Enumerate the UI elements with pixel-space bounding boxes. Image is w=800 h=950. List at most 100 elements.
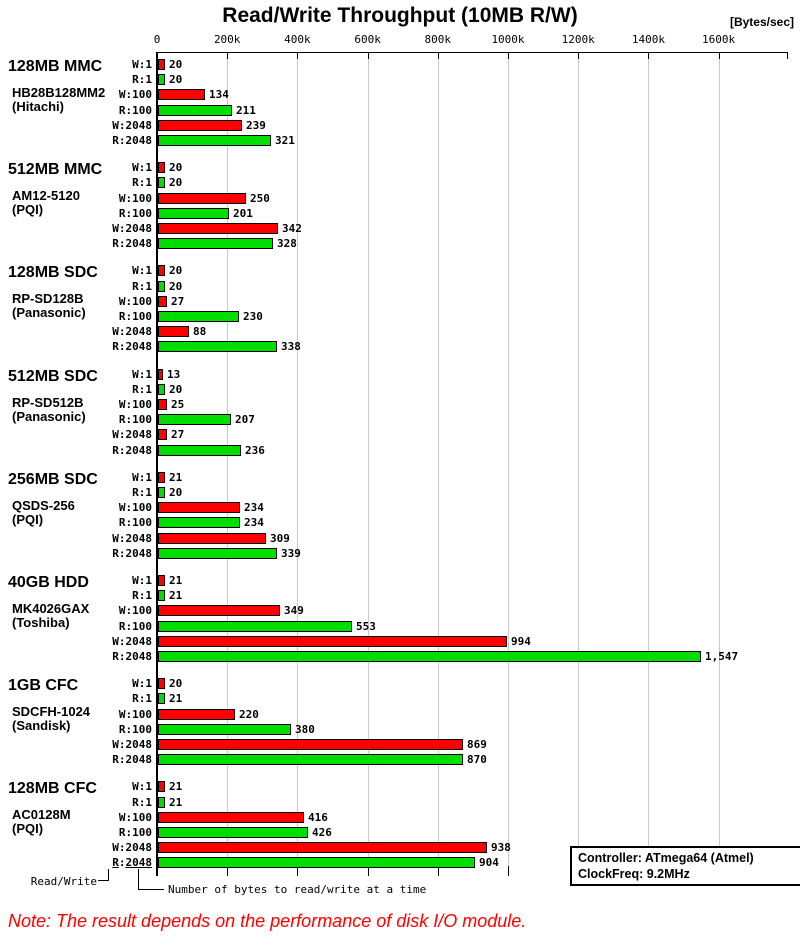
group-model-label: SDCFH-1024 (12, 704, 91, 720)
bar-category-label: R:2048 (112, 237, 152, 251)
group-maker-label: (Panasonic) (12, 305, 86, 321)
throughput-bar-write (158, 399, 167, 410)
bar-category-label: R:2048 (112, 753, 152, 767)
bar-category-label: R:1 (132, 692, 152, 706)
bar-value-label: 20 (169, 677, 183, 691)
throughput-bar-read (158, 311, 239, 322)
throughput-bar-read (158, 517, 240, 529)
x-tick-mark (437, 866, 439, 876)
bar-category-label: R:1 (132, 279, 152, 293)
x-tick-mark (227, 866, 229, 876)
bar-value-label: 994 (511, 634, 531, 648)
throughput-bar-read (158, 547, 277, 559)
bar-value-label: 21 (169, 780, 183, 794)
throughput-bar-write (158, 811, 304, 823)
bar-value-label: 201 (233, 206, 253, 220)
bar-category-label: R:1 (132, 73, 152, 87)
bar-category-label: R:1 (132, 176, 152, 190)
bar-category-label: W:2048 (112, 222, 152, 235)
x-tick-label: 200k (213, 33, 241, 46)
throughput-bar-write (158, 739, 463, 750)
bar-value-label: 1,547 (705, 650, 739, 663)
bar-category-label: R:2048 (112, 340, 152, 354)
bar-value-label: 870 (467, 753, 487, 767)
throughput-bar-read (158, 74, 165, 86)
throughput-bar-read (158, 238, 273, 250)
bar-value-label: 27 (171, 428, 185, 442)
bar-value-label: 234 (244, 501, 264, 515)
bar-category-label: R:100 (118, 310, 152, 323)
bar-value-label: 211 (236, 103, 256, 117)
bar-value-label: 239 (246, 118, 266, 132)
bar-value-label: 380 (295, 722, 315, 736)
group-device-label: 128MB MMC (8, 58, 103, 75)
group-device-label: 1GB CFC (8, 677, 79, 695)
bar-value-label: 553 (356, 619, 376, 633)
x-tick-mark (367, 866, 369, 876)
gridline (297, 52, 299, 869)
throughput-bar-write (158, 59, 165, 70)
throughput-bar-read (158, 827, 308, 838)
x-tick-mark (718, 52, 720, 59)
legend-read-write-label: Read/Write (30, 875, 97, 888)
group-device-label: 128MB CFC (8, 780, 97, 798)
throughput-bar-write (158, 223, 278, 234)
throughput-bar-read (158, 723, 291, 735)
gridline (367, 52, 369, 869)
gridline (508, 52, 509, 869)
bar-category-label: R:100 (118, 413, 152, 427)
bar-value-label: 328 (277, 237, 297, 251)
legend-connector-line (108, 869, 109, 881)
bar-value-label: 339 (281, 546, 301, 560)
bar-category-label: R:2048 (112, 856, 152, 870)
bar-category-label: R:2048 (112, 443, 152, 457)
bar-category-label: R:100 (118, 516, 152, 530)
legend-connector-line (138, 869, 139, 890)
y-axis-line (156, 52, 158, 876)
bar-value-label: 342 (282, 222, 302, 235)
bar-value-label: 20 (169, 382, 183, 396)
bar-value-label: 25 (171, 398, 185, 411)
throughput-bar-read (158, 796, 165, 808)
bar-value-label: 21 (169, 574, 183, 587)
throughput-bar-read (158, 590, 165, 602)
group-device-label: 512MB SDC (8, 367, 98, 385)
clockfreq-line: ClockFreq: 9.2MHz (578, 867, 690, 881)
group-model-label: RP-SD128B (12, 291, 84, 307)
bar-category-label: W:100 (118, 604, 152, 618)
throughput-bar-write (158, 635, 507, 647)
axis-end-tick (787, 52, 788, 59)
throughput-bar-read (158, 383, 165, 395)
throughput-bar-read (158, 207, 229, 219)
throughput-bar-read (158, 693, 165, 705)
gridline (718, 52, 720, 869)
bar-category-label: R:1 (132, 382, 152, 396)
group-maker-label: (Sandisk) (12, 718, 71, 734)
group-model-label: AC0128M (12, 807, 71, 823)
bar-category-label: W:100 (118, 294, 152, 308)
bar-category-label: R:100 (118, 722, 152, 736)
x-tick-label: 1000k (491, 33, 525, 46)
bar-category-label: W:100 (118, 501, 152, 515)
x-tick-mark (508, 52, 509, 59)
throughput-bar-write (158, 265, 165, 277)
bar-category-label: R:100 (118, 103, 152, 117)
bar-category-label: W:2048 (112, 118, 152, 132)
group-maker-label: (Hitachi) (12, 99, 64, 114)
legend-bytes-label: Number of bytes to read/write at a time (168, 883, 427, 896)
throughput-bar-read (158, 487, 165, 498)
bar-value-label: 20 (169, 176, 183, 190)
bar-category-label: W:1 (132, 574, 152, 587)
throughput-bar-write (158, 119, 242, 131)
x-tick-mark (297, 52, 299, 59)
x-tick-mark (227, 52, 229, 59)
bar-value-label: 21 (169, 470, 183, 484)
group-model-label: MK4026GAX (12, 601, 90, 616)
x-tick-mark (648, 52, 650, 59)
bar-category-label: W:100 (118, 88, 152, 102)
throughput-bar-read (158, 135, 271, 146)
bar-category-label: R:2048 (112, 650, 152, 663)
throughput-bar-read (158, 620, 352, 632)
x-tick-mark (437, 52, 439, 59)
controller-line: Controller: ATmega64 (Atmel) (578, 851, 754, 865)
